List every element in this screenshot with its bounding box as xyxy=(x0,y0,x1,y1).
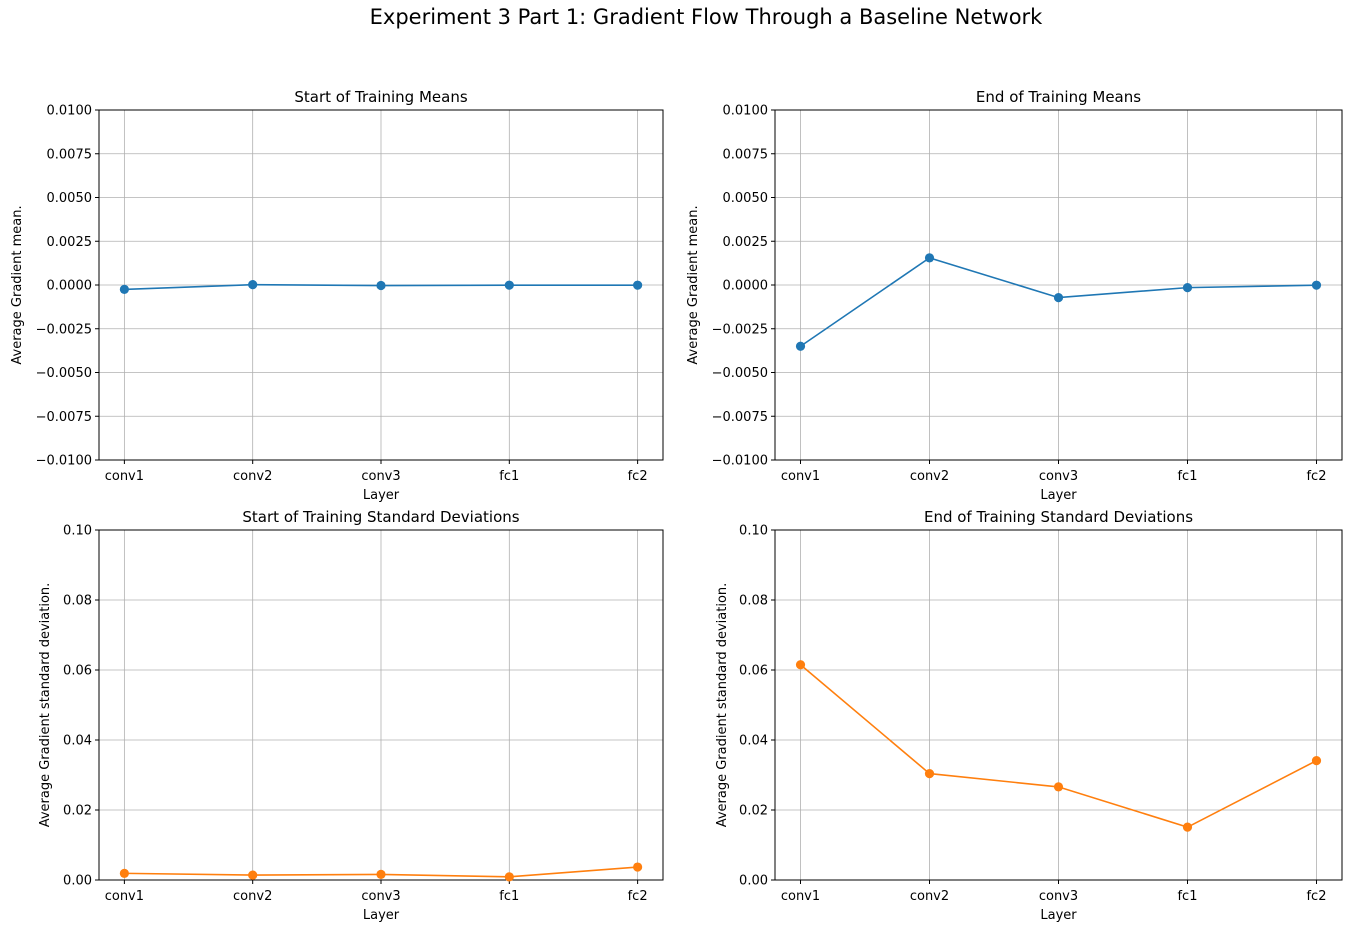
chart-panel-end-stds: 0.00 0.02 0.04 0.06 0.08 0.10 conv1 conv2 conv3 f… xyxy=(715,508,1343,923)
y-tick-label: 0.06 xyxy=(63,664,92,679)
data-point-conv2 xyxy=(248,870,258,880)
data-point-conv2 xyxy=(924,253,935,263)
y-tick-label: −0.0025 xyxy=(712,322,768,337)
data-point-fc2 xyxy=(1311,280,1322,290)
x-tick-label: conv3 xyxy=(361,889,400,904)
chart-title: Start of Training Means xyxy=(294,88,467,106)
y-tick-label: 0.0075 xyxy=(47,147,93,162)
data-point-conv1 xyxy=(119,868,129,878)
y-tick-label: 0.00 xyxy=(63,874,92,889)
y-tick-label: 0.10 xyxy=(63,524,92,539)
x-tick-label: conv2 xyxy=(910,889,949,904)
y-tick-label: 0.0025 xyxy=(47,235,93,250)
chart-title: End of Training Standard Deviations xyxy=(924,508,1193,526)
data-point-conv3 xyxy=(1053,782,1064,792)
x-tick-label: fc1 xyxy=(499,469,519,484)
x-axis-label: Layer xyxy=(363,488,400,503)
y-tick-label: 0.0075 xyxy=(723,147,769,162)
y-axis-label: Average Gradient mean. xyxy=(10,205,25,364)
data-point-conv2 xyxy=(924,769,935,779)
data-point-fc2 xyxy=(1311,756,1322,766)
y-tick-label: 0.06 xyxy=(739,664,768,679)
chart-title: Start of Training Standard Deviations xyxy=(242,508,519,526)
x-tick-label: conv1 xyxy=(781,469,820,484)
y-tick-label: 0.0100 xyxy=(47,104,93,119)
y-axis-label: Average Gradient standard deviation. xyxy=(38,583,53,828)
y-tick-label: −0.0100 xyxy=(36,454,92,469)
x-tick-label: conv1 xyxy=(105,889,144,904)
x-tick-label: conv2 xyxy=(233,469,272,484)
x-tick-label: fc2 xyxy=(628,889,648,904)
x-tick-label: conv1 xyxy=(105,469,144,484)
x-tick-label: fc2 xyxy=(628,469,648,484)
data-point-conv1 xyxy=(795,341,806,351)
x-tick-label: fc2 xyxy=(1306,889,1326,904)
y-tick-label: 0.0025 xyxy=(723,235,769,250)
y-tick-label: −0.0075 xyxy=(36,410,92,425)
data-point-conv3 xyxy=(376,280,386,291)
y-tick-label: −0.0100 xyxy=(712,454,768,469)
y-tick-label: 0.0050 xyxy=(47,191,93,206)
x-tick-label: conv1 xyxy=(781,889,820,904)
y-tick-label: 0.08 xyxy=(739,594,768,609)
data-point-fc1 xyxy=(1182,822,1193,832)
y-tick-label: 0.0100 xyxy=(723,104,769,119)
x-tick-label: conv2 xyxy=(910,469,949,484)
x-tick-label: conv3 xyxy=(361,469,400,484)
y-axis-label: Average Gradient mean. xyxy=(686,205,701,364)
x-axis-label: Layer xyxy=(1040,908,1077,923)
data-point-fc2 xyxy=(633,280,643,290)
y-tick-label: −0.0050 xyxy=(712,366,768,381)
y-tick-label: 0.0050 xyxy=(723,191,769,206)
x-tick-label: fc1 xyxy=(1177,469,1197,484)
data-point-fc1 xyxy=(504,280,514,290)
y-tick-label: 0.0000 xyxy=(47,279,93,294)
y-tick-label: 0.02 xyxy=(63,804,92,819)
x-tick-label: fc2 xyxy=(1306,469,1326,484)
chart-title: End of Training Means xyxy=(976,88,1141,106)
y-tick-label: 0.10 xyxy=(739,524,768,539)
data-point-fc2 xyxy=(633,862,643,872)
chart-panel-end-means: −0.0100 −0.0075 −0.0050 −0.0025 0.0000 0.0025… xyxy=(686,88,1343,503)
x-tick-label: conv3 xyxy=(1039,469,1078,484)
data-point-conv3 xyxy=(376,869,386,880)
chart-panel-start-means: −0.0100 −0.0075 −0.0050 −0.0025 0.0000 0.0025… xyxy=(10,88,664,503)
x-tick-label: fc1 xyxy=(499,889,519,904)
data-point-conv1 xyxy=(795,660,806,670)
x-tick-label: conv2 xyxy=(233,889,272,904)
x-tick-label: conv3 xyxy=(1039,889,1078,904)
y-tick-label: −0.0025 xyxy=(36,322,92,337)
y-tick-label: −0.0050 xyxy=(36,366,92,381)
data-point-conv1 xyxy=(119,284,129,294)
data-point-conv3 xyxy=(1053,293,1064,303)
chart-panel-start-stds: 0.00 0.02 0.04 0.06 0.08 0.10 conv1 conv2 conv3 f… xyxy=(38,508,664,923)
data-point-fc1 xyxy=(1182,283,1193,293)
y-tick-label: −0.0075 xyxy=(712,410,768,425)
y-tick-label: 0.04 xyxy=(63,734,92,749)
y-tick-label: 0.08 xyxy=(63,594,92,609)
x-axis-label: Layer xyxy=(1040,488,1077,503)
x-tick-label: fc1 xyxy=(1177,889,1197,904)
data-point-fc1 xyxy=(504,872,514,882)
figure-title: Experiment 3 Part 1: Gradient Flow Throu… xyxy=(369,5,1043,29)
data-point-conv2 xyxy=(248,280,258,290)
y-tick-label: 0.02 xyxy=(739,804,768,819)
y-tick-label: 0.04 xyxy=(739,734,768,749)
y-axis-label: Average Gradient standard deviation. xyxy=(715,583,730,828)
y-tick-label: 0.00 xyxy=(739,874,768,889)
y-tick-label: 0.0000 xyxy=(723,279,769,294)
x-axis-label: Layer xyxy=(363,908,400,923)
